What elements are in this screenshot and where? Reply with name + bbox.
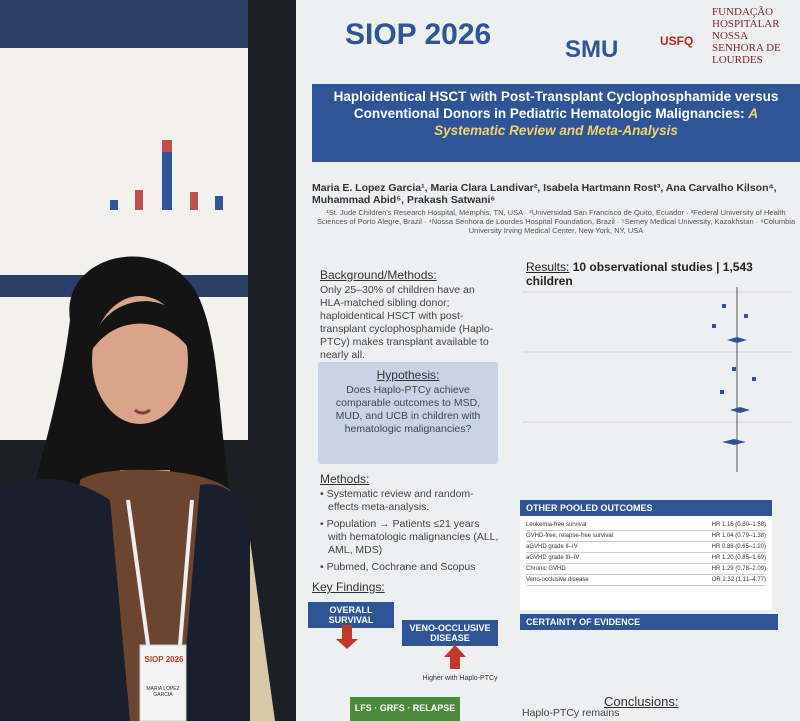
table-body: Leukemia-free survival HR 1.16 (0.80–1.58…: [520, 516, 772, 590]
table-row: Veno-occlusive disease OR 2.32 (1.11–4.77…: [526, 575, 766, 586]
table-row: GVHD-free, relapse-free survival HR 1.04 …: [526, 531, 766, 542]
table-cell: Chronic GVHD: [526, 566, 566, 572]
background-heading: Background/Methods:: [320, 268, 437, 282]
table-cell: Leukemia-free survival: [526, 522, 587, 528]
arrows: [336, 625, 466, 669]
hypothesis-text: Does Haplo-PTCy achieve comparable outco…: [335, 384, 481, 435]
methods-heading: Methods:: [320, 472, 370, 486]
methods-list: • Systematic review and random-effects m…: [320, 488, 500, 578]
usfq-logo: USFQ: [660, 34, 694, 48]
method-item: • Pubmed, Cochrane and Scopus: [320, 561, 476, 573]
table-cell: HR 1.20 (0.85–1.69): [711, 555, 766, 561]
certainty-heading: CERTAINTY OF EVIDENCE: [520, 614, 778, 630]
hypothesis-heading: Hypothesis:: [376, 368, 440, 382]
forest-plot: [522, 287, 792, 472]
badge-logo: SIOP 2026: [144, 655, 184, 664]
affiliations: ¹St. Jude Children's Research Hospital, …: [316, 208, 796, 235]
table-row: aGVHD grade II–IV HR 0.88 (0.65–1.20): [526, 542, 766, 553]
key-findings-heading: Key Findings:: [312, 580, 385, 594]
hypothesis-box: Hypothesis: Does Haplo-PTCy achieve comp…: [318, 362, 498, 464]
table-cell: HR 1.16 (0.80–1.58): [711, 522, 766, 528]
table-cell: HR 1.04 (0.79–1.38): [711, 533, 766, 539]
table-cell: Veno-occlusive disease: [526, 577, 589, 583]
method-item: • Population → Patients ≤21 years with h…: [320, 518, 499, 556]
finding-tag: VENO-OCCLUSIVE DISEASE: [402, 620, 498, 646]
table-cell: HR 0.88 (0.65–1.20): [711, 544, 766, 550]
authors: Maria E. Lopez Garcia¹, Maria Clara Land…: [312, 182, 777, 206]
table-heading: OTHER POOLED OUTCOMES: [520, 500, 772, 516]
results-summary: 10 observational studies | 1,543 childre…: [526, 260, 753, 288]
table-cell: HR 1.29 (0.78–2.09): [711, 566, 766, 572]
table-cell: aGVHD grade III–IV: [526, 555, 580, 561]
bottom-tags: LFS · GRFS · RELAPSE: [350, 697, 460, 721]
table-row: Leukemia-free survival HR 1.16 (0.80–1.58…: [526, 520, 766, 531]
poster-header: [0, 0, 248, 48]
table-cell: GVHD-free, relapse-free survival: [526, 533, 614, 539]
method-item: • Systematic review and random-effects m…: [320, 488, 474, 513]
title-text: Haploidentical HSCT with Post-Transplant…: [333, 89, 779, 121]
smu-logo: SMU: [565, 36, 619, 63]
outcomes-table: OTHER POOLED OUTCOMES Leukemia-free surv…: [520, 500, 772, 610]
finding-text: Higher with Haplo-PTCy: [422, 675, 498, 682]
results-line: Results: 10 observational studies | 1,54…: [526, 260, 800, 288]
background-text: Only 25–30% of children have an HLA-matc…: [320, 284, 494, 361]
table-cell: aGVHD grade II–IV: [526, 544, 578, 550]
lourdes-logo: FUNDAÇÃO HOSPITALAR NOSSA SENHORA DE LOU…: [712, 6, 781, 66]
bar-chart-decor: [110, 140, 223, 210]
finding-tag: OVERALL SURVIVAL: [308, 602, 394, 628]
conclusions-text: Haplo-PTCy remains: [522, 707, 620, 719]
results-heading: Results:: [526, 260, 570, 274]
conclusions-heading: Conclusions:: [604, 694, 679, 709]
title-highlight: A Systematic Review and Meta-Analysis: [434, 106, 759, 138]
table-row: Chronic GVHD HR 1.29 (0.78–2.09): [526, 564, 766, 575]
person: [0, 256, 275, 721]
poster-title: Haploidentical HSCT with Post-Transplant…: [312, 84, 800, 162]
siop-logo: SIOP 2026: [345, 18, 492, 51]
badge-name: MARIA LOPEZ GARCIA: [146, 686, 180, 698]
table-row: aGVHD grade III–IV HR 1.20 (0.85–1.69): [526, 553, 766, 564]
table-cell: OR 2.32 (1.11–4.77): [711, 577, 766, 583]
